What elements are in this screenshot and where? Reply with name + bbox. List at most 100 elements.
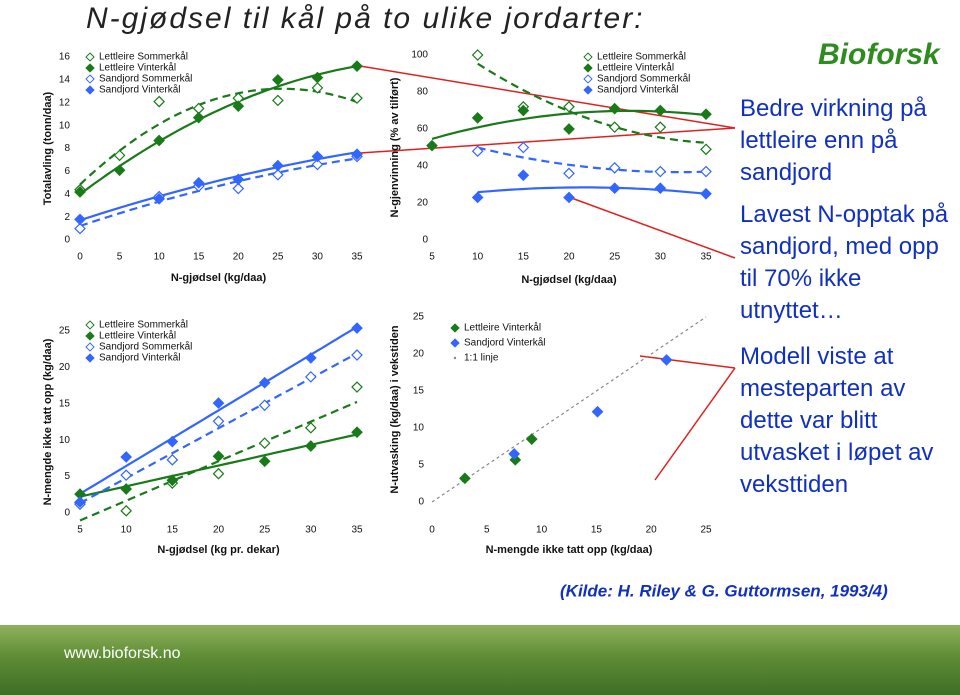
data-point [563,167,575,180]
legend-marker [583,52,593,62]
reference-line [431,316,707,503]
x-tick-label: 0 [429,525,435,536]
y-tick-label: 40 [417,161,429,172]
x-tick-label: 15 [591,525,603,536]
legend-label: Lettleire Vinterkål [99,330,176,342]
data-point [74,222,86,235]
data-point [508,448,521,460]
plot [79,65,358,228]
y-axis-label: N-gjenvinning (% av tilført) [389,77,401,217]
y-tick-label: 0 [418,497,424,508]
y-tick-label: 0 [422,235,428,246]
data-point [351,60,363,72]
data-point [608,121,621,133]
x-tick-label: 5 [484,525,490,536]
x-tick-label: 5 [429,252,435,263]
legend-marker [85,74,95,84]
data-point [517,169,530,182]
data-point [258,455,271,468]
y-tick-label: 20 [59,362,71,373]
data-point [304,440,317,452]
legend-label: 1:1 linje [464,353,499,364]
data-point [74,186,86,198]
y-tick-label: 5 [64,471,70,482]
data-point [272,168,284,181]
data-point [351,322,363,334]
data-point [232,173,245,186]
y-tick-label: 6 [64,166,70,177]
trend-line [477,62,707,144]
data-point [351,92,363,105]
y-tick-label: 14 [59,75,71,86]
data-point [351,148,363,161]
trend-line [477,146,707,174]
legend-label: Sandjord Vinterkål [597,84,679,96]
data-point [258,399,271,412]
data-point [212,450,225,463]
x-tick-label: 10 [154,252,166,263]
data-point [426,139,438,152]
chart: N-gjødsel til kål på to ulike jordarter:… [42,2,941,601]
legend-label: Lettleire Sommerkål [99,319,188,331]
y-tick-label: 15 [413,386,425,397]
data-point [153,134,165,147]
x-tick-label: 25 [272,252,284,263]
data-point [166,474,179,487]
legend-label: Lettleire Vinterkål [464,322,541,334]
data-point [272,94,284,107]
legend-label: Sandjord Sommerkål [99,73,192,85]
y-axis-label: N-mengde ikke tatt opp (kg/daa) [42,338,54,505]
y-tick-label: 100 [411,50,428,61]
arrows [359,65,736,481]
y-tick-label: 15 [59,398,71,409]
legend-marker [453,356,457,360]
data-point [304,352,317,364]
data-point [113,164,126,177]
legend-label: Lettleire Sommerkål [597,51,686,63]
x-tick-label: 15 [167,525,179,536]
y-tick-label: 80 [417,87,429,98]
arrow [654,367,736,481]
data-point [654,182,667,195]
data-point [120,483,133,495]
y-tick-label: 5 [418,460,424,471]
data-point [212,415,225,428]
data-point [351,381,363,393]
x-tick-label: 15 [518,252,530,263]
legend-label: Sandjord Vinterkål [99,352,181,364]
legend-marker [85,52,95,62]
x-tick-label: 35 [700,252,712,263]
x-tick-label: 20 [563,252,575,263]
legend-marker [85,85,95,95]
x-tick-label: 30 [305,525,317,536]
x-tick-label: 20 [646,525,658,536]
legend-label: Sandjord Vinterkål [464,337,546,349]
y-tick-label: 8 [64,143,70,154]
trend-line [477,186,707,195]
data-point [304,421,317,434]
legend-label: Sandjord Sommerkål [99,341,192,353]
data-point [351,426,363,439]
x-tick-label: 5 [77,525,83,536]
legend-marker [450,338,460,348]
x-axis-label: N-gjødsel (kg pr. dekar) [157,544,280,556]
x-tick-label: 25 [700,525,712,536]
data-point [471,191,484,204]
data-point [212,397,225,409]
data-point [120,451,133,463]
data-point [700,108,712,121]
y-tick-label: 0 [64,235,70,246]
data-point [311,150,324,163]
data-point [74,213,86,226]
data-point [272,74,284,86]
x-tick-label: 35 [351,525,363,536]
trend-line [79,157,358,228]
x-tick-label: 10 [536,525,548,536]
legend-marker [583,74,593,84]
data-point [113,149,126,162]
trend-line [79,433,358,498]
slide-title: N-gjødsel til kål på to ulike jordarter: [86,2,645,35]
legend-label: Lettleire Vinterkål [597,62,674,74]
x-tick-label: 35 [351,252,363,263]
arrow [359,127,736,154]
